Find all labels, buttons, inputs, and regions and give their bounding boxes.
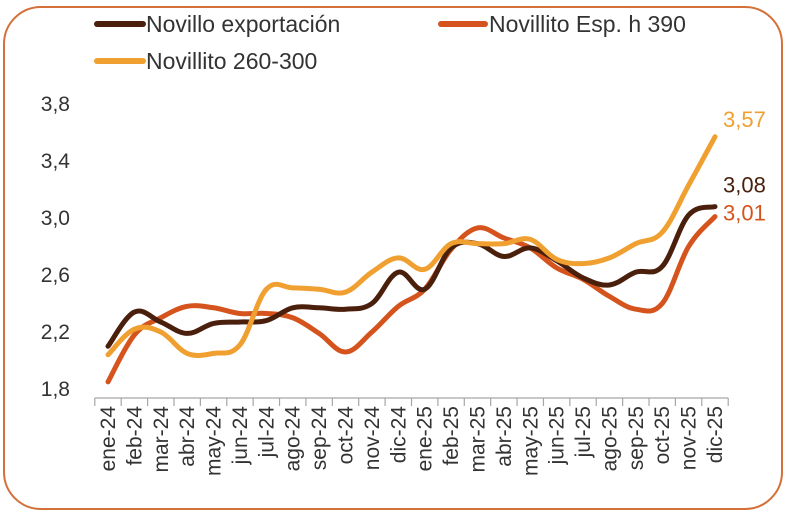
- end-value-label: 3,57: [723, 107, 766, 132]
- series-lines: [105, 134, 718, 385]
- x-tick-label: ene-24: [97, 406, 120, 472]
- x-tick-label: dic-25: [704, 406, 727, 463]
- legend-entry-3: Novillito 260-300: [94, 48, 317, 74]
- x-tick-label: ene-25: [414, 406, 437, 471]
- x-tick-label: jul-24: [255, 406, 278, 459]
- legend: Novillo exportación Novillito Esp. h 390…: [94, 11, 686, 74]
- end-value-label: 3,01: [723, 201, 766, 226]
- x-tick-label: nov-25: [678, 406, 701, 470]
- legend-label-3: Novillito 260-300: [146, 48, 317, 74]
- legend-label-1: Novillo exportación: [146, 11, 340, 37]
- x-tick-label: mar-24: [150, 406, 173, 473]
- x-tick-label: ago-24: [282, 406, 305, 472]
- x-tick-label: dic-24: [387, 406, 410, 464]
- y-tick-label: 1,8: [41, 378, 70, 401]
- x-tick-label: jun-24: [229, 406, 252, 466]
- y-tick-label: 2,2: [41, 321, 70, 344]
- x-tick-label: sep-25: [625, 406, 648, 470]
- x-tick-label: mar-25: [466, 406, 489, 473]
- x-tick-label: ago-25: [598, 406, 621, 471]
- series-novillo-exportacion-line: [105, 204, 718, 349]
- x-axis: ene-24 feb-24 mar-24 abr-24 may-24 jun-24 jul-…: [94, 397, 729, 476]
- y-axis: 1,8 2,2 2,6 3,0 3,4 3,8: [41, 93, 71, 401]
- x-tick-label: oct-25: [651, 406, 674, 464]
- end-value-label: 3,08: [723, 173, 766, 198]
- x-tick-label: jun-25: [546, 406, 569, 465]
- x-tick-label: abr-24: [176, 406, 199, 467]
- x-tick-label: abr-25: [493, 406, 516, 467]
- y-tick-label: 2,6: [41, 264, 70, 287]
- x-tick-label: oct-24: [335, 406, 358, 465]
- x-tick-label: feb-25: [440, 406, 463, 466]
- x-tick-label: jul-25: [572, 406, 595, 458]
- y-tick-label: 3,4: [41, 150, 71, 173]
- y-tick-label: 3,8: [41, 93, 70, 116]
- y-tick-label: 3,0: [41, 207, 70, 230]
- x-tick-label: may-24: [203, 406, 226, 476]
- legend-label-2: Novillito Esp. h 390: [489, 11, 686, 37]
- series-novillito-esp-h-390-line: [105, 214, 718, 385]
- x-tick-label: sep-24: [308, 406, 331, 471]
- end-labels: 3,08 3,01 3,57: [723, 107, 766, 226]
- legend-entry-2: Novillito Esp. h 390: [438, 11, 686, 37]
- x-tick-label: may-25: [519, 406, 542, 476]
- x-tick-label: feb-24: [123, 406, 146, 466]
- legend-entry-1: Novillo exportación: [94, 11, 340, 37]
- x-tick-label: nov-24: [361, 406, 384, 471]
- series-novillito-260-300-line: [105, 134, 718, 358]
